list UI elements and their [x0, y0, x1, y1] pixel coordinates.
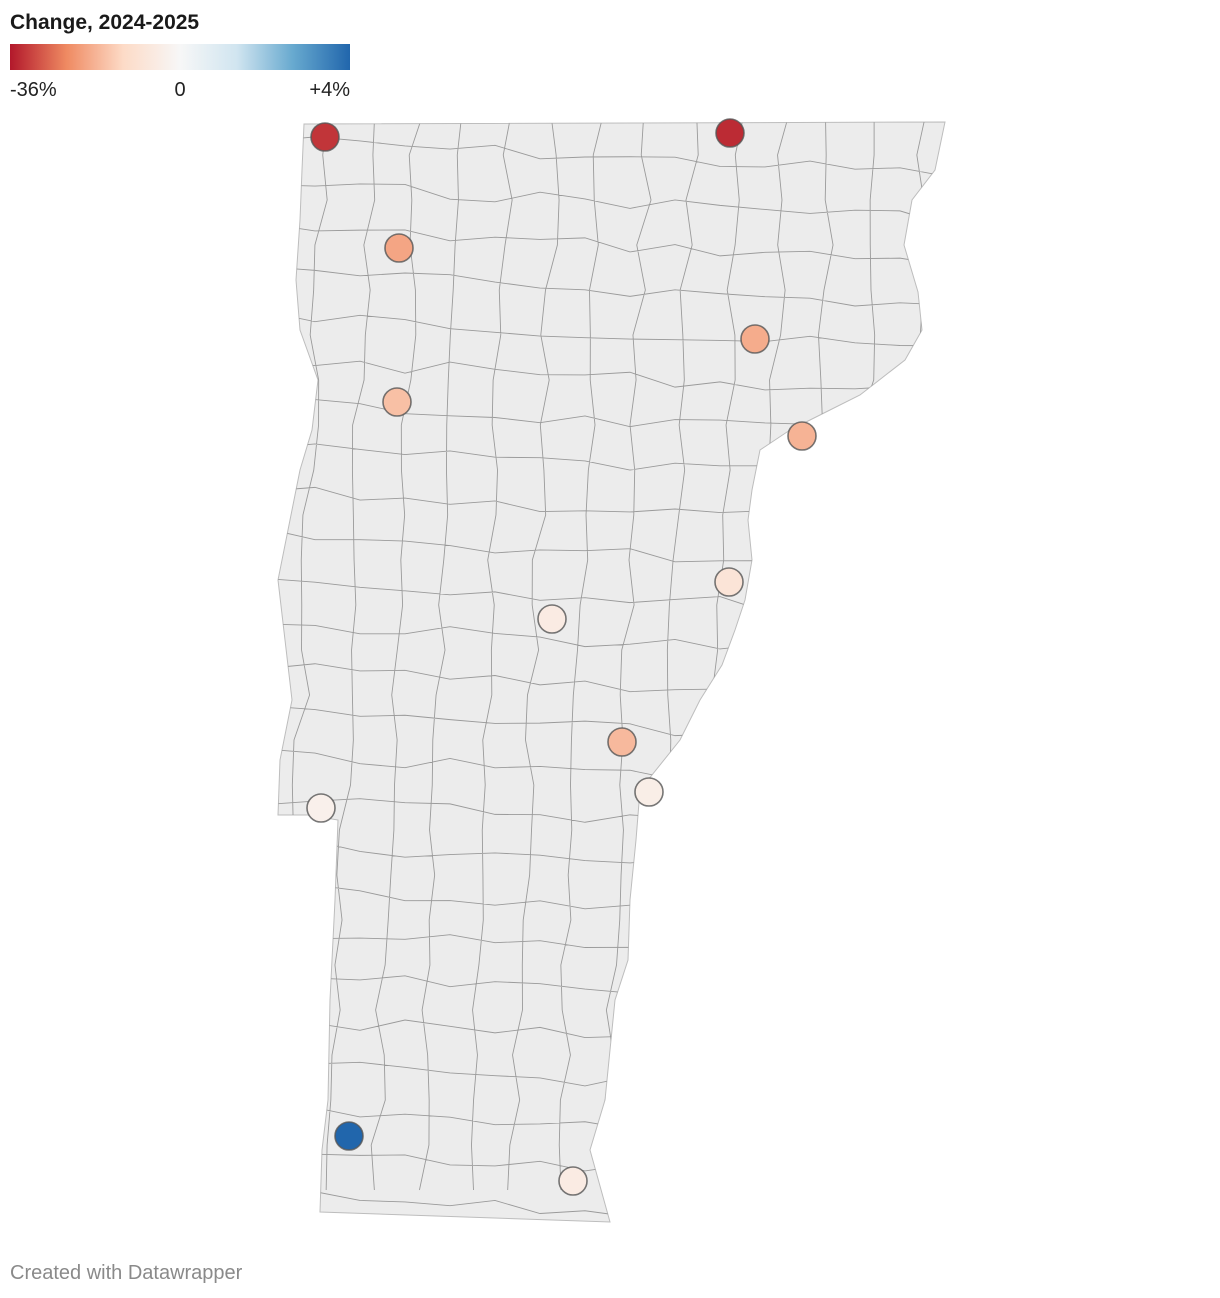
point-marker[interactable]: St. Albans — [384, 233, 414, 263]
point-marker[interactable]: Montpelier — [714, 567, 744, 597]
state-shape — [277, 121, 946, 1223]
point-marker[interactable]: Bradford — [537, 604, 567, 634]
point-marker[interactable]: St. Johnsbury — [787, 421, 817, 451]
point-marker[interactable]: Derby Line — [740, 324, 770, 354]
legend-mid-label: 0 — [174, 79, 186, 101]
point-marker[interactable]: Burlington — [382, 387, 412, 417]
legend-color-bar — [10, 44, 350, 70]
legend-labels: -36% 0 +4% — [10, 79, 350, 105]
point-markers: Highgate Springs Richford St. Albans Derby … — [306, 118, 817, 1196]
point-marker[interactable]: Windsor — [634, 777, 664, 807]
credit-text: Created with Datawrapper — [10, 1262, 243, 1284]
legend-title: Change, 2024-2025 — [10, 11, 200, 34]
point-marker[interactable]: Fair Haven — [306, 793, 336, 823]
point-marker[interactable]: Richford — [715, 118, 745, 148]
legend-max-label: +4% — [309, 79, 350, 101]
legend: Change, 2024-2025 -36% 0 +4% — [10, 8, 355, 105]
town-boundary-lines — [278, 122, 945, 1222]
point-marker[interactable]: Brattleboro — [558, 1166, 588, 1196]
point-marker[interactable]: Bennington — [334, 1121, 364, 1151]
point-marker[interactable]: White River Junction — [607, 727, 637, 757]
town-boundaries — [278, 122, 945, 1222]
state-outline — [277, 121, 946, 1223]
point-marker[interactable]: Highgate Springs — [310, 122, 340, 152]
legend-min-label: -36% — [10, 79, 57, 101]
